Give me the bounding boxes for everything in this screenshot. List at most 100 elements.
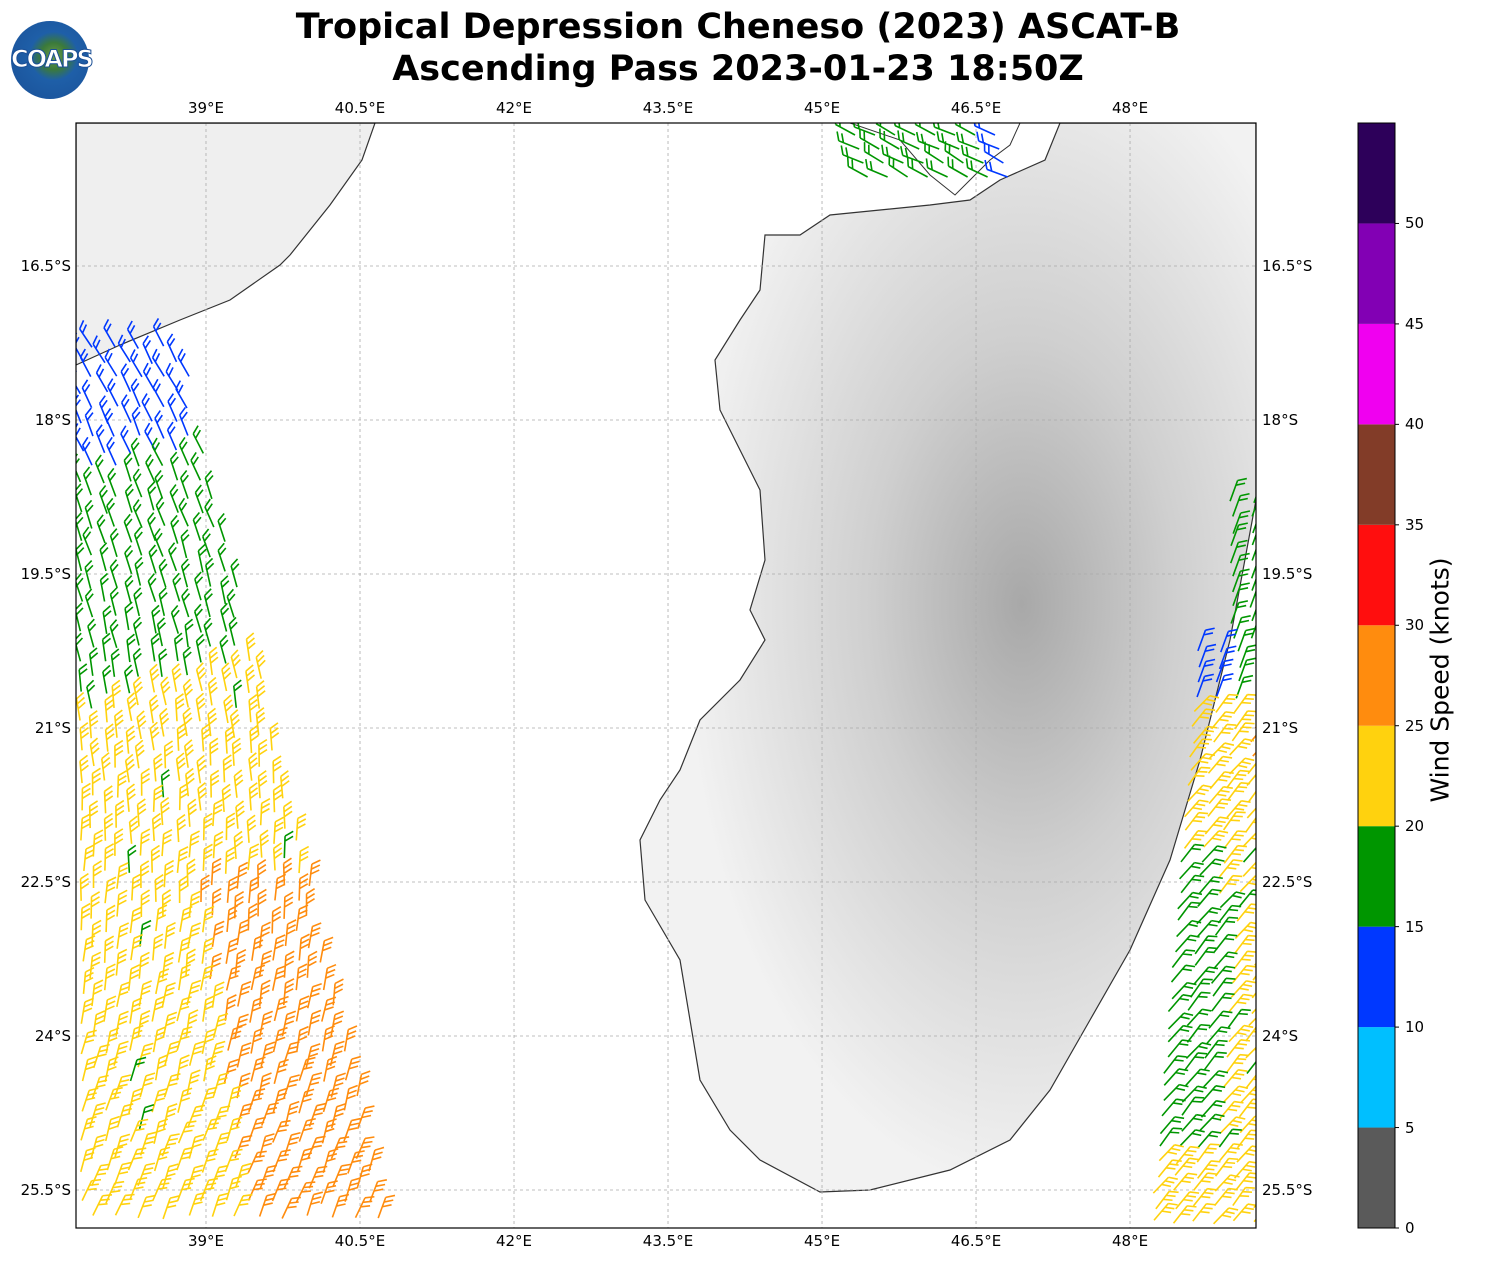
wind-barbs (76, 123, 1282, 1225)
wind-barb (124, 545, 134, 575)
wind-barb (116, 770, 127, 798)
wind-barb (221, 662, 232, 692)
wind-barb (221, 783, 232, 812)
wind-barb (235, 1162, 252, 1188)
wind-barb (331, 1193, 350, 1218)
wind-barb (91, 767, 101, 796)
wind-barb (249, 996, 264, 1023)
wind-barb (271, 1178, 291, 1202)
wind-barb (1167, 1039, 1192, 1058)
wind-barb (1238, 657, 1256, 682)
wind-barb (224, 725, 235, 754)
wind-barb (78, 320, 93, 348)
wind-barb (1173, 1172, 1198, 1191)
tick-label: 24°S (1262, 1027, 1299, 1046)
wind-barb (1258, 900, 1282, 926)
wind-barb (1175, 1191, 1200, 1210)
wind-barb (137, 1194, 156, 1219)
wind-barb (185, 767, 195, 797)
wind-barb (160, 796, 170, 826)
wind-barb (130, 437, 140, 467)
wind-barb (82, 526, 93, 556)
wind-barb (1208, 785, 1233, 805)
wind-barb (176, 813, 187, 843)
wind-barb (1193, 725, 1218, 744)
wind-barb (1208, 1010, 1233, 1029)
wind-barb (368, 1179, 388, 1203)
wind-barb (156, 617, 167, 647)
wind-barb (1231, 722, 1255, 742)
wind-barb (1209, 771, 1234, 790)
wind-barb (183, 739, 194, 768)
tick-label: 40.5°E (334, 99, 386, 117)
wind-barb (272, 1149, 291, 1173)
wind-barb (151, 995, 166, 1022)
wind-barb (134, 739, 145, 769)
wind-barb (1186, 1008, 1212, 1027)
wind-barb (103, 319, 116, 348)
wind-barb (115, 799, 125, 828)
wind-barb (1196, 907, 1222, 925)
wind-barb (1174, 1157, 1199, 1176)
wind-barb (255, 650, 266, 679)
wind-barb (84, 588, 94, 618)
wind-barb (176, 1026, 193, 1051)
wind-barb (322, 963, 337, 991)
wind-barb (251, 934, 265, 961)
wind-barb (149, 721, 160, 751)
wind-barb (1218, 1143, 1243, 1162)
wind-barb (208, 646, 219, 676)
tick-label: 25.5°S (20, 1181, 71, 1200)
wind-barb (1252, 509, 1256, 534)
wind-barb (177, 963, 192, 991)
wind-barb (204, 498, 215, 528)
wind-barb (1230, 600, 1249, 624)
wind-barb (879, 128, 900, 150)
wind-barb (237, 980, 252, 1007)
wind-barb (377, 1194, 396, 1219)
wind-barb (283, 1131, 301, 1157)
wind-barb (202, 905, 215, 933)
wind-barb (343, 1084, 358, 1111)
wind-barb (1187, 991, 1211, 1011)
wind-barb (103, 963, 116, 991)
wind-barb (182, 646, 192, 676)
wind-barb (96, 514, 106, 544)
tick-label: 42°E (495, 99, 533, 117)
wind-barb (863, 142, 884, 164)
wind-barb (140, 889, 150, 918)
wind-barb (272, 1026, 288, 1053)
wind-barb (271, 906, 282, 934)
wind-barb (222, 754, 233, 783)
colorbar-tick-label: 25 (1405, 716, 1425, 735)
wind-barb (1215, 673, 1234, 697)
wind-barb (283, 830, 294, 859)
wind-barb (258, 979, 271, 1007)
wind-barb (1159, 1127, 1183, 1147)
wind-barb (201, 1148, 219, 1173)
wind-barb (129, 349, 143, 378)
wind-barb (1197, 627, 1215, 652)
wind-barb (248, 1116, 267, 1141)
colorbar-bin (1358, 1127, 1395, 1228)
wind-barb (80, 997, 94, 1024)
wind-barb (1175, 1145, 1200, 1165)
wind-barb (212, 798, 223, 827)
wind-barb (1234, 934, 1256, 954)
wind-barb (137, 1162, 156, 1187)
wind-barb (100, 752, 111, 781)
wind-barb (175, 752, 186, 781)
wind-barb (269, 722, 280, 751)
wind-barb (236, 918, 250, 946)
wind-barb (160, 676, 171, 706)
wind-barb (131, 406, 141, 436)
wind-barb (272, 1087, 289, 1113)
wind-barb (1246, 767, 1256, 787)
wind-barb (1204, 816, 1229, 835)
wind-barb (307, 1135, 326, 1159)
wind-barb (226, 1085, 243, 1111)
wind-barb (103, 785, 114, 814)
tick-label: 39°E (187, 99, 225, 117)
wind-barb (165, 362, 179, 391)
wind-barb (306, 950, 318, 978)
